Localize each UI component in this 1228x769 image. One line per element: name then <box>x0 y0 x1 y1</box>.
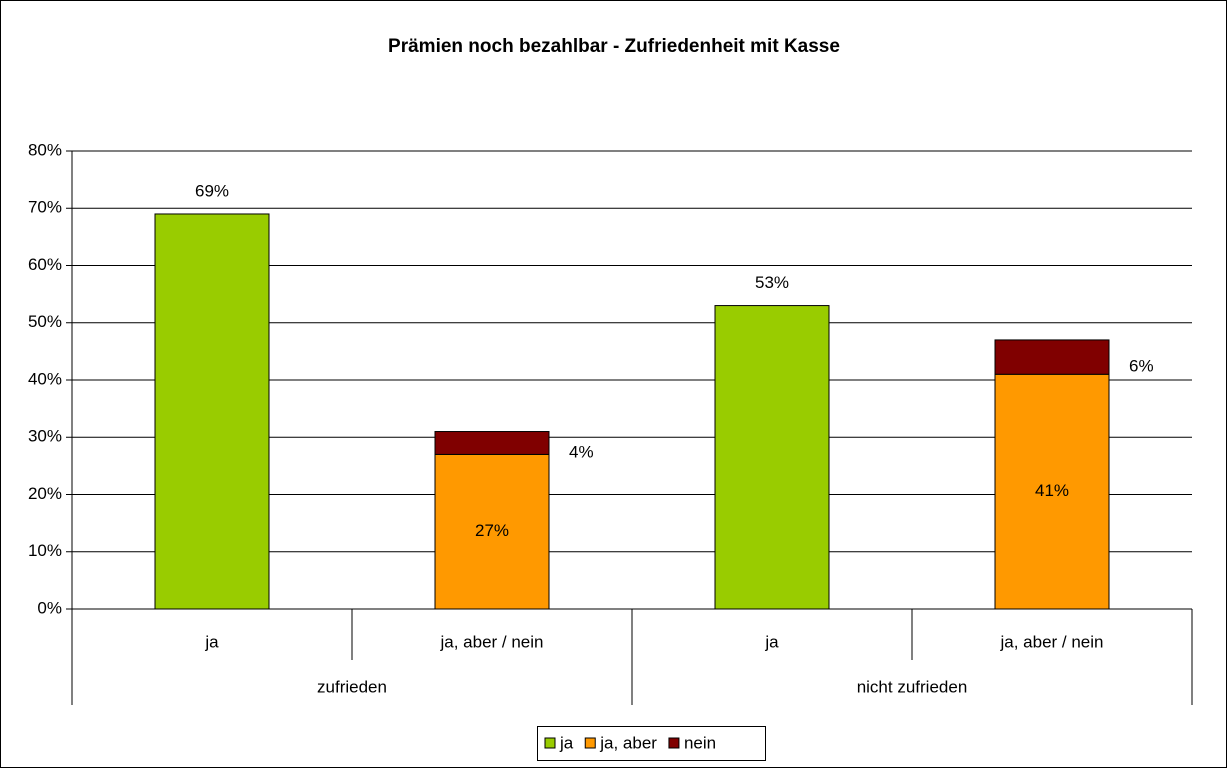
data-label: 4% <box>569 442 594 461</box>
y-tick-label: 0% <box>37 598 62 617</box>
group-label: nicht zufrieden <box>857 677 968 696</box>
x-tick-label: ja <box>764 632 779 651</box>
data-label: 53% <box>755 273 789 292</box>
data-label: 41% <box>1035 481 1069 500</box>
legend-label: ja <box>559 733 574 752</box>
x-tick-label: ja, aber / nein <box>999 632 1103 651</box>
chart-title: Prämien noch bezahlbar - Zufriedenheit m… <box>388 36 840 57</box>
data-label: 6% <box>1129 357 1154 376</box>
legend-swatch <box>668 737 680 749</box>
legend-box <box>537 726 766 761</box>
y-tick-label: 60% <box>28 255 62 274</box>
y-tick-label: 80% <box>28 140 62 159</box>
y-tick-label: 20% <box>28 484 62 503</box>
legend-label: nein <box>684 733 716 752</box>
legend-swatch <box>584 737 596 749</box>
bar-segment <box>434 431 550 455</box>
y-tick-label: 10% <box>28 541 62 560</box>
y-tick-label: 50% <box>28 312 62 331</box>
bar-segment <box>154 213 270 610</box>
legend-swatch <box>544 737 556 749</box>
x-tick-label: ja, aber / nein <box>439 632 543 651</box>
y-tick-label: 70% <box>28 198 62 217</box>
bar-segment <box>994 373 1110 610</box>
x-tick-label: ja <box>204 632 219 651</box>
data-label: 69% <box>195 181 229 200</box>
group-label: zufrieden <box>317 677 387 696</box>
y-tick-label: 30% <box>28 427 62 446</box>
legend-label: ja, aber <box>599 733 657 752</box>
bar-segment <box>714 305 830 610</box>
data-label: 27% <box>475 521 509 540</box>
bar-segment <box>434 453 550 610</box>
y-tick-label: 40% <box>28 369 62 388</box>
bar-segment <box>994 339 1110 375</box>
